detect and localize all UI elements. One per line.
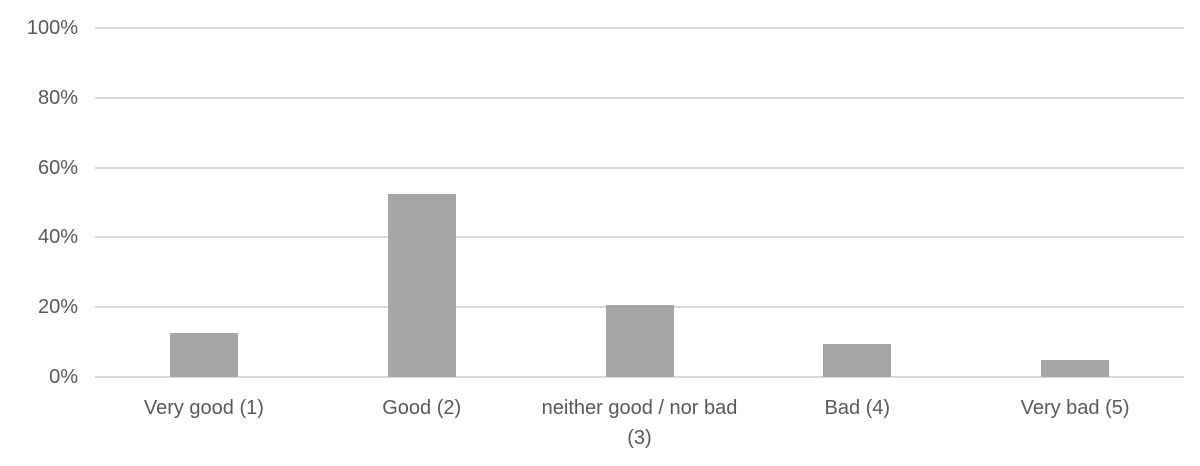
bar-4 <box>823 343 892 377</box>
y-tick-label: 0% <box>49 366 78 388</box>
x-tick-label: neither good / nor bad (3) <box>541 397 738 449</box>
bar-3 <box>605 305 674 377</box>
gridline-100 <box>95 27 1184 29</box>
x-tick-label: Good (2) <box>382 397 462 419</box>
bar-2 <box>387 193 456 377</box>
x-tick-label: Bad (4) <box>824 397 891 419</box>
gridline-0 <box>95 376 1184 378</box>
bar-1 <box>169 333 238 377</box>
x-tick-label: Very good (1) <box>143 397 264 419</box>
y-tick-label: 20% <box>37 296 78 319</box>
y-tick-label: 60% <box>37 156 78 179</box>
gridline-80 <box>95 96 1184 99</box>
y-tick-label: 100% <box>26 17 78 39</box>
plot-area <box>95 27 1184 378</box>
y-tick-label: 80% <box>37 86 78 109</box>
gridline-60 <box>95 166 1184 169</box>
x-tick-label: Very bad (5) <box>1020 397 1130 419</box>
y-tick-label: 40% <box>37 226 78 249</box>
gridline-40 <box>95 236 1184 239</box>
bar-5 <box>1041 359 1110 377</box>
